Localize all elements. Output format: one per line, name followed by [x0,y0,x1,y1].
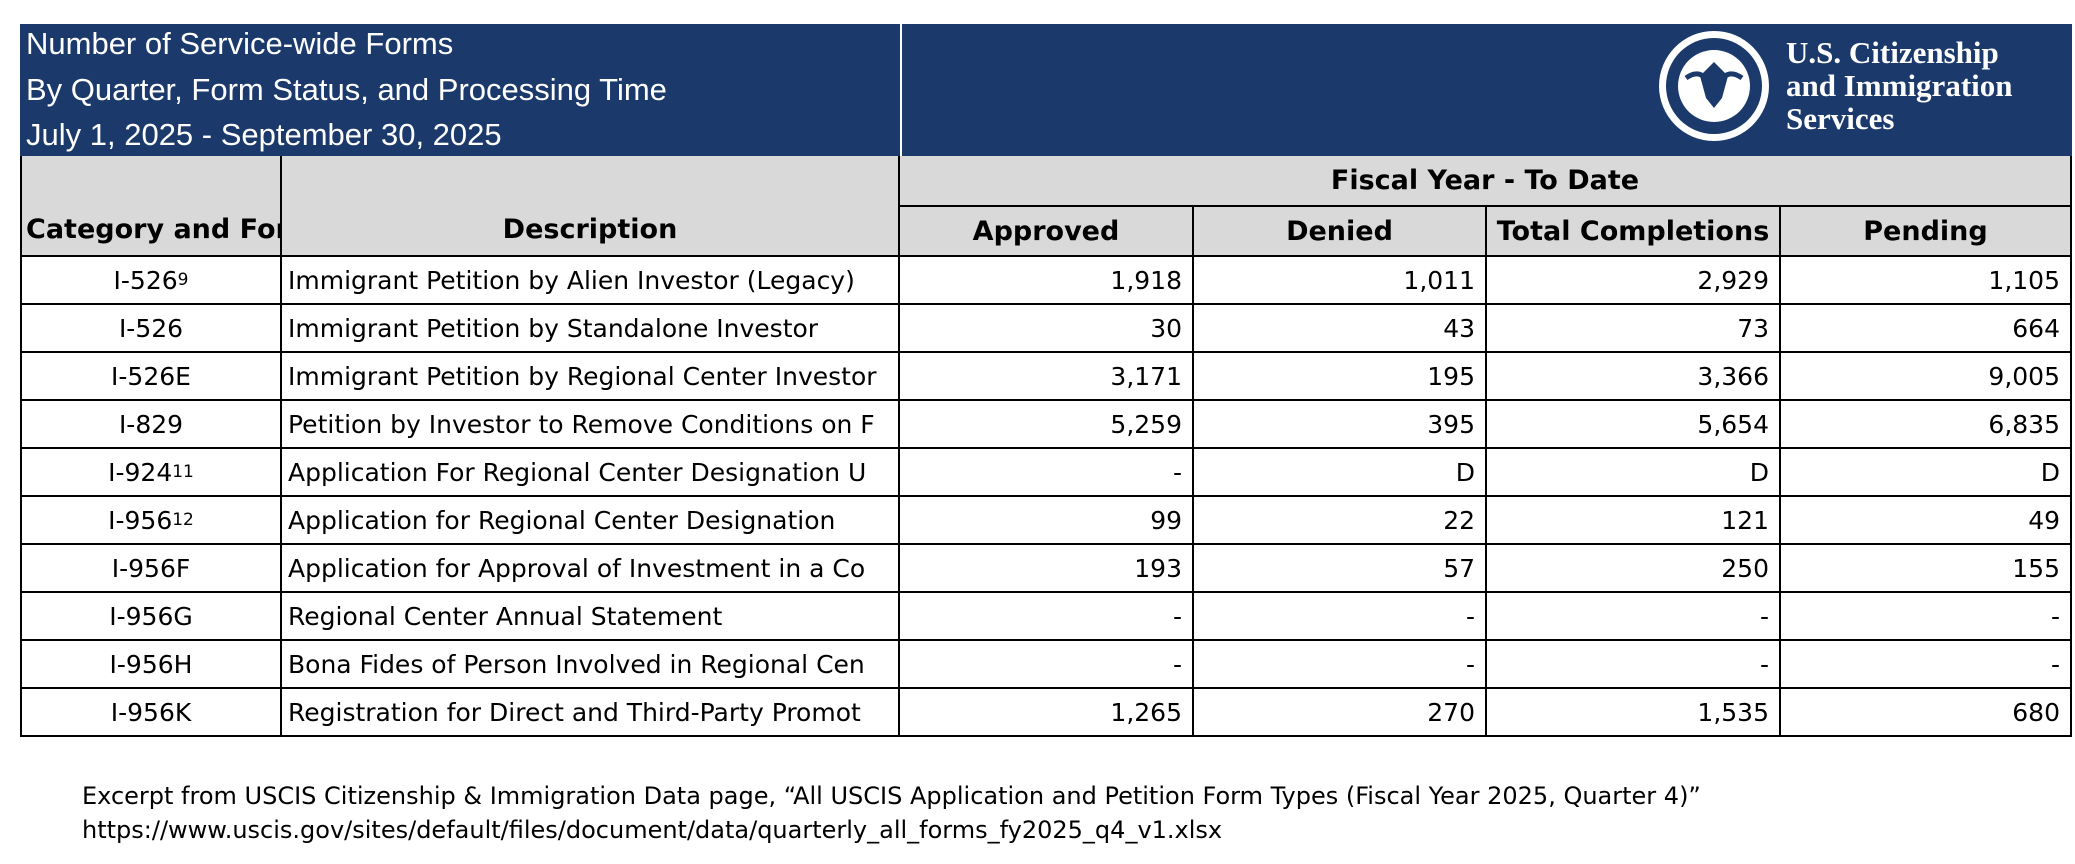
form-cell: I-526 9 [20,257,282,305]
number-cell: 57 [1194,545,1487,593]
seal [1659,31,1769,141]
number-cell: 99 [900,497,1194,545]
number-cell: - [1781,593,2072,641]
number-cell: 193 [900,545,1194,593]
form-cell: I-829 [20,401,282,449]
number-cell: 6,835 [1781,401,2072,449]
footnote-ref: 12 [172,510,194,530]
footer-line: https://www.uscis.gov/sites/default/file… [82,816,1223,844]
number-cell: 1,265 [900,689,1194,737]
number-cell: - [1781,641,2072,689]
number-cell: 5,654 [1487,401,1781,449]
footer-line: Excerpt from USCIS Citizenship & Immigra… [82,782,1701,810]
column-header: Category and Forr [20,156,282,257]
number-cell: 2,929 [1487,257,1781,305]
form-cell: I-956F [20,545,282,593]
form-code: I-924 [108,457,173,487]
form-cell: I-924 11 [20,449,282,497]
number-cell: D [1194,449,1487,497]
form-code: I-526 [118,313,184,343]
number-cell: 73 [1487,305,1781,353]
number-cell: 1,011 [1194,257,1487,305]
column-header: Denied [1194,207,1487,257]
form-code: I-956K [110,697,192,727]
number-cell: 270 [1194,689,1487,737]
title-line: By Quarter, Form Status, and Processing … [26,72,667,107]
number-cell: 664 [1781,305,2072,353]
form-code: I-956 [108,505,173,535]
number-cell: - [900,593,1194,641]
number-cell: 250 [1487,545,1781,593]
column-header: Total Completions [1487,207,1781,257]
number-cell: 195 [1194,353,1487,401]
number-cell: - [900,641,1194,689]
number-cell: 5,259 [900,401,1194,449]
number-cell: 1,918 [900,257,1194,305]
number-cell: 395 [1194,401,1487,449]
title-line: Number of Service-wide Forms [26,26,454,61]
description-cell: Registration for Direct and Third-Party … [282,689,900,737]
number-cell: 30 [900,305,1194,353]
number-cell: - [1194,593,1487,641]
description-cell: Application For Regional Center Designat… [282,449,900,497]
description-cell: Application for Regional Center Designat… [282,497,900,545]
footnote-ref: 9 [177,270,189,290]
number-cell: 680 [1781,689,2072,737]
number-cell: 49 [1781,497,2072,545]
form-code: I-526E [111,361,191,391]
form-cell: I-956G [20,593,282,641]
header-banner: Number of Service-wide Forms By Quarter,… [20,24,2072,156]
form-cell: I-956K [20,689,282,737]
form-code: I-956H [109,649,193,679]
footnote-ref: 11 [172,462,194,482]
form-code: I-956F [111,553,191,583]
form-code: I-526 [113,265,178,295]
form-code: I-956G [109,601,193,631]
number-cell: D [1487,449,1781,497]
column-header: Description [282,156,900,257]
form-code: I-829 [118,409,184,439]
description-cell: Immigrant Petition by Alien Investor (Le… [282,257,900,305]
column-header: Pending [1781,207,2072,257]
group-header: Fiscal Year - To Date [900,156,2072,207]
column-header: Approved [900,207,1194,257]
number-cell: 155 [1781,545,2072,593]
separator [900,24,902,156]
description-cell: Application for Approval of Investment i… [282,545,900,593]
number-cell: 22 [1194,497,1487,545]
form-cell: I-526E [20,353,282,401]
number-cell: D [1781,449,2072,497]
number-cell: 1,535 [1487,689,1781,737]
form-cell: I-956 12 [20,497,282,545]
number-cell: - [1194,641,1487,689]
agency-line: U.S. Citizenship [1786,35,1999,70]
number-cell: 1,105 [1781,257,2072,305]
number-cell: - [1487,593,1781,641]
number-cell: 121 [1487,497,1781,545]
form-cell: I-526 [20,305,282,353]
agency-line: Services [1786,101,1895,136]
title-line: July 1, 2025 - September 30, 2025 [26,117,502,152]
description-cell: Petition by Investor to Remove Condition… [282,401,900,449]
description-cell: Bona Fides of Person Involved in Regiona… [282,641,900,689]
description-cell: Immigrant Petition by Standalone Investo… [282,305,900,353]
form-cell: I-956H [20,641,282,689]
number-cell: 3,366 [1487,353,1781,401]
number-cell: - [900,449,1194,497]
description-cell: Immigrant Petition by Regional Center In… [282,353,900,401]
number-cell: 3,171 [900,353,1194,401]
agency-line: and Immigration [1786,68,2013,103]
number-cell: 43 [1194,305,1487,353]
number-cell: - [1487,641,1781,689]
number-cell: 9,005 [1781,353,2072,401]
description-cell: Regional Center Annual Statement [282,593,900,641]
